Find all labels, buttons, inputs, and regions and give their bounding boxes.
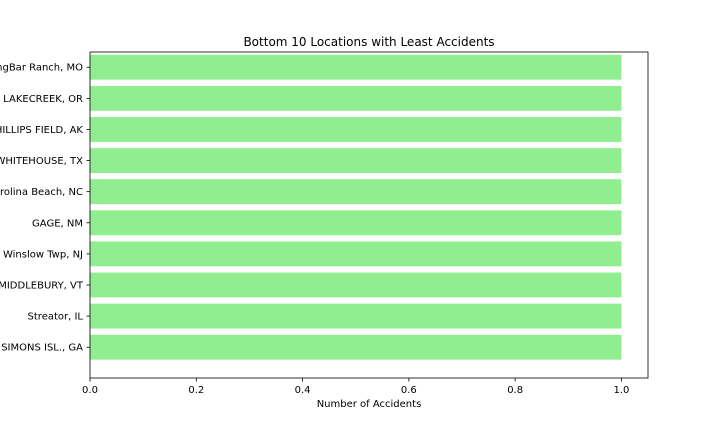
bar bbox=[90, 117, 622, 142]
x-axis-label: Number of Accidents bbox=[317, 399, 422, 410]
bar bbox=[90, 241, 622, 267]
bar bbox=[90, 54, 622, 80]
y-tick-label: Winslow Twp, NJ bbox=[3, 249, 83, 260]
y-tick-label: Carolina Beach, NC bbox=[0, 187, 83, 198]
x-tick-label: 0.6 bbox=[401, 385, 417, 396]
y-tick-label: ST SIMONS ISL., GA bbox=[0, 343, 83, 354]
plot-frame bbox=[89, 51, 649, 379]
y-tick-label: PHILLIPS FIELD, AK bbox=[0, 125, 83, 136]
bar bbox=[90, 303, 622, 329]
y-tick-label: LongBar Ranch, MO bbox=[0, 63, 83, 74]
bars-group bbox=[90, 54, 622, 360]
x-tick-label: 0.2 bbox=[188, 385, 204, 396]
bar bbox=[90, 179, 622, 205]
x-axis-ticks: 0.0 0.2 0.4 0.6 0.8 1.0 bbox=[82, 378, 629, 396]
x-tick-label: 1.0 bbox=[613, 385, 629, 396]
y-tick-label: Streator, IL bbox=[28, 312, 84, 323]
y-tick-label: WHITEHOUSE, TX bbox=[0, 156, 83, 167]
y-tick-label: LAKECREEK, OR bbox=[3, 94, 83, 105]
y-tick-label: GAGE, NM bbox=[32, 218, 83, 229]
x-tick-label: 0.8 bbox=[507, 385, 523, 396]
bar bbox=[90, 272, 622, 298]
x-tick-label: 0.0 bbox=[82, 385, 98, 396]
bar bbox=[90, 334, 622, 360]
bar bbox=[90, 148, 622, 174]
y-tick-label: MIDDLEBURY, VT bbox=[0, 280, 84, 291]
x-tick-label: 0.4 bbox=[295, 385, 311, 396]
bar bbox=[90, 210, 622, 236]
bar bbox=[90, 85, 622, 111]
chart-title: Bottom 10 Locations with Least Accidents bbox=[243, 35, 494, 49]
y-axis-ticks: ST SIMONS ISL., GA Streator, IL MIDDLEBURY… bbox=[0, 63, 90, 354]
